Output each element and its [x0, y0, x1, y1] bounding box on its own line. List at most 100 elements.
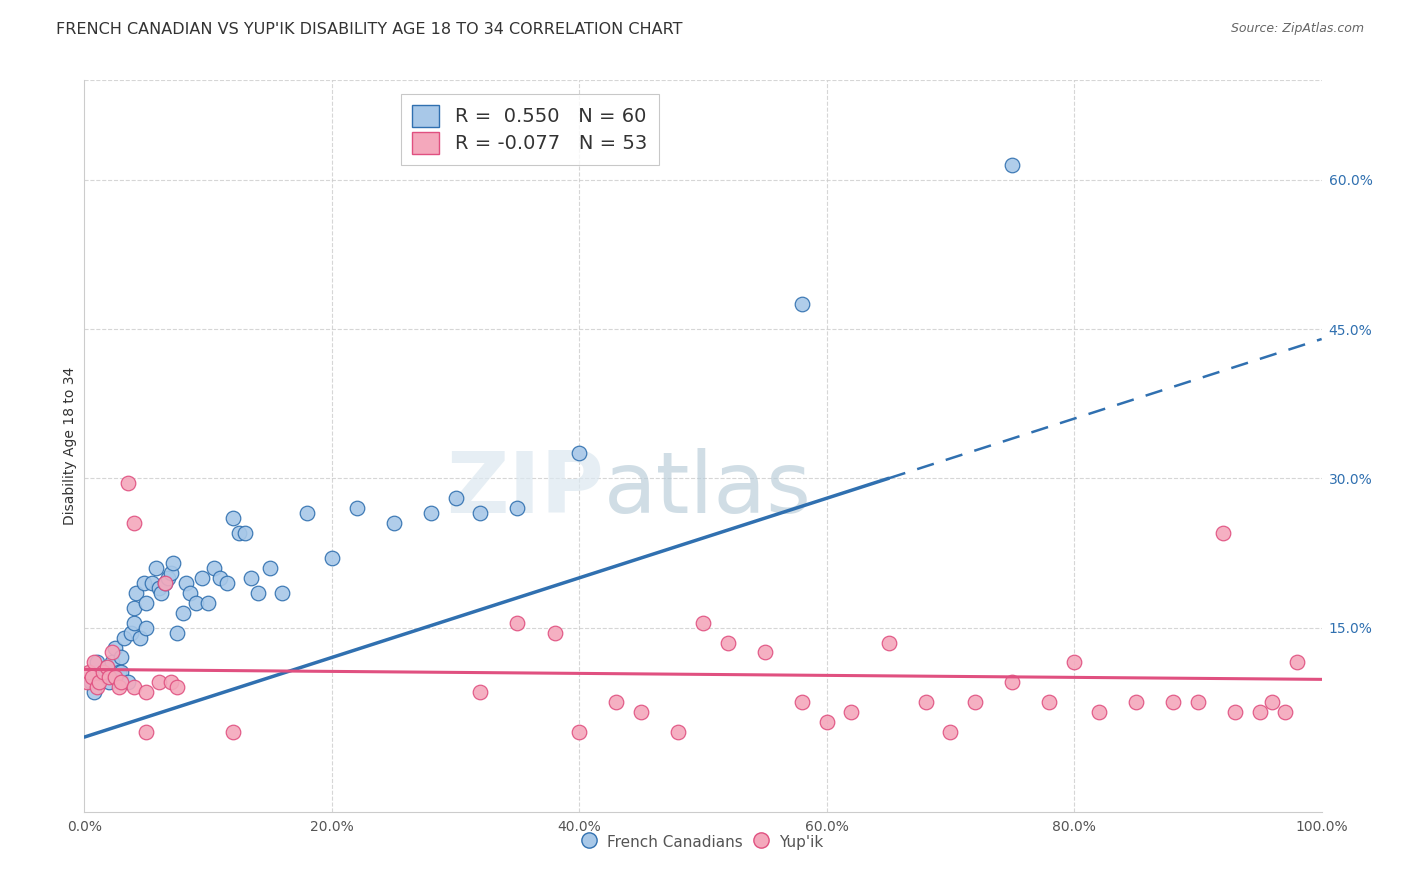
- Point: [153, 575, 176, 590]
- Point: [120, 625, 142, 640]
- Point: [914, 695, 936, 709]
- Point: [166, 681, 188, 695]
- Point: [228, 526, 250, 541]
- Point: [1063, 656, 1085, 670]
- Point: [135, 621, 157, 635]
- Point: [271, 586, 294, 600]
- Point: [89, 675, 111, 690]
- Point: [150, 586, 173, 600]
- Point: [80, 670, 103, 684]
- Point: [295, 506, 318, 520]
- Point: [79, 665, 101, 680]
- Point: [321, 551, 343, 566]
- Point: [191, 571, 214, 585]
- Point: [112, 631, 135, 645]
- Point: [1212, 526, 1234, 541]
- Point: [1223, 705, 1246, 719]
- Point: [162, 556, 184, 570]
- Point: [83, 656, 105, 670]
- Point: [91, 665, 114, 680]
- Point: [1249, 705, 1271, 719]
- Point: [346, 501, 368, 516]
- Point: [543, 625, 565, 640]
- Point: [568, 446, 591, 460]
- Point: [184, 596, 207, 610]
- Point: [419, 506, 441, 520]
- Point: [815, 715, 838, 730]
- Point: [117, 675, 139, 690]
- Point: [104, 640, 127, 655]
- Point: [1001, 158, 1024, 172]
- Point: [86, 681, 108, 695]
- Point: [135, 596, 157, 610]
- Point: [666, 725, 689, 739]
- Point: [104, 670, 127, 684]
- Text: Source: ZipAtlas.com: Source: ZipAtlas.com: [1230, 22, 1364, 36]
- Point: [91, 670, 114, 684]
- Point: [1038, 695, 1060, 709]
- Point: [135, 725, 157, 739]
- Point: [110, 650, 132, 665]
- Point: [506, 615, 529, 630]
- Point: [125, 586, 148, 600]
- Point: [259, 561, 281, 575]
- Point: [135, 685, 157, 699]
- Point: [160, 675, 183, 690]
- Point: [79, 675, 101, 690]
- Point: [141, 575, 163, 590]
- Point: [117, 476, 139, 491]
- Point: [1001, 675, 1024, 690]
- Point: [132, 575, 155, 590]
- Point: [160, 566, 183, 580]
- Point: [197, 596, 219, 610]
- Point: [717, 635, 740, 649]
- Point: [222, 725, 245, 739]
- Point: [179, 586, 201, 600]
- Point: [790, 297, 813, 311]
- Y-axis label: Disability Age 18 to 34: Disability Age 18 to 34: [63, 367, 77, 525]
- Point: [110, 665, 132, 680]
- Point: [630, 705, 652, 719]
- Point: [110, 675, 132, 690]
- Point: [108, 665, 131, 680]
- Point: [83, 685, 105, 699]
- Point: [104, 670, 127, 684]
- Point: [382, 516, 405, 530]
- Point: [877, 635, 900, 649]
- Point: [122, 516, 145, 530]
- Point: [122, 600, 145, 615]
- Point: [790, 695, 813, 709]
- Text: atlas: atlas: [605, 449, 813, 532]
- Point: [98, 665, 121, 680]
- Point: [1261, 695, 1284, 709]
- Point: [1125, 695, 1147, 709]
- Point: [148, 581, 170, 595]
- Point: [1187, 695, 1209, 709]
- Point: [568, 725, 591, 739]
- Point: [1088, 705, 1111, 719]
- Point: [240, 571, 263, 585]
- Point: [122, 681, 145, 695]
- Point: [470, 685, 492, 699]
- Point: [209, 571, 232, 585]
- Point: [86, 665, 108, 680]
- Point: [1285, 656, 1308, 670]
- Point: [100, 645, 122, 659]
- Point: [98, 675, 121, 690]
- Point: [174, 575, 197, 590]
- Point: [86, 656, 108, 670]
- Point: [96, 660, 118, 674]
- Point: [939, 725, 962, 739]
- Text: FRENCH CANADIAN VS YUP'IK DISABILITY AGE 18 TO 34 CORRELATION CHART: FRENCH CANADIAN VS YUP'IK DISABILITY AGE…: [56, 22, 683, 37]
- Point: [166, 625, 188, 640]
- Point: [215, 575, 238, 590]
- Point: [96, 660, 118, 674]
- Point: [145, 561, 167, 575]
- Point: [470, 506, 492, 520]
- Point: [692, 615, 714, 630]
- Point: [76, 675, 98, 690]
- Point: [1274, 705, 1296, 719]
- Point: [233, 526, 256, 541]
- Point: [98, 670, 121, 684]
- Point: [605, 695, 627, 709]
